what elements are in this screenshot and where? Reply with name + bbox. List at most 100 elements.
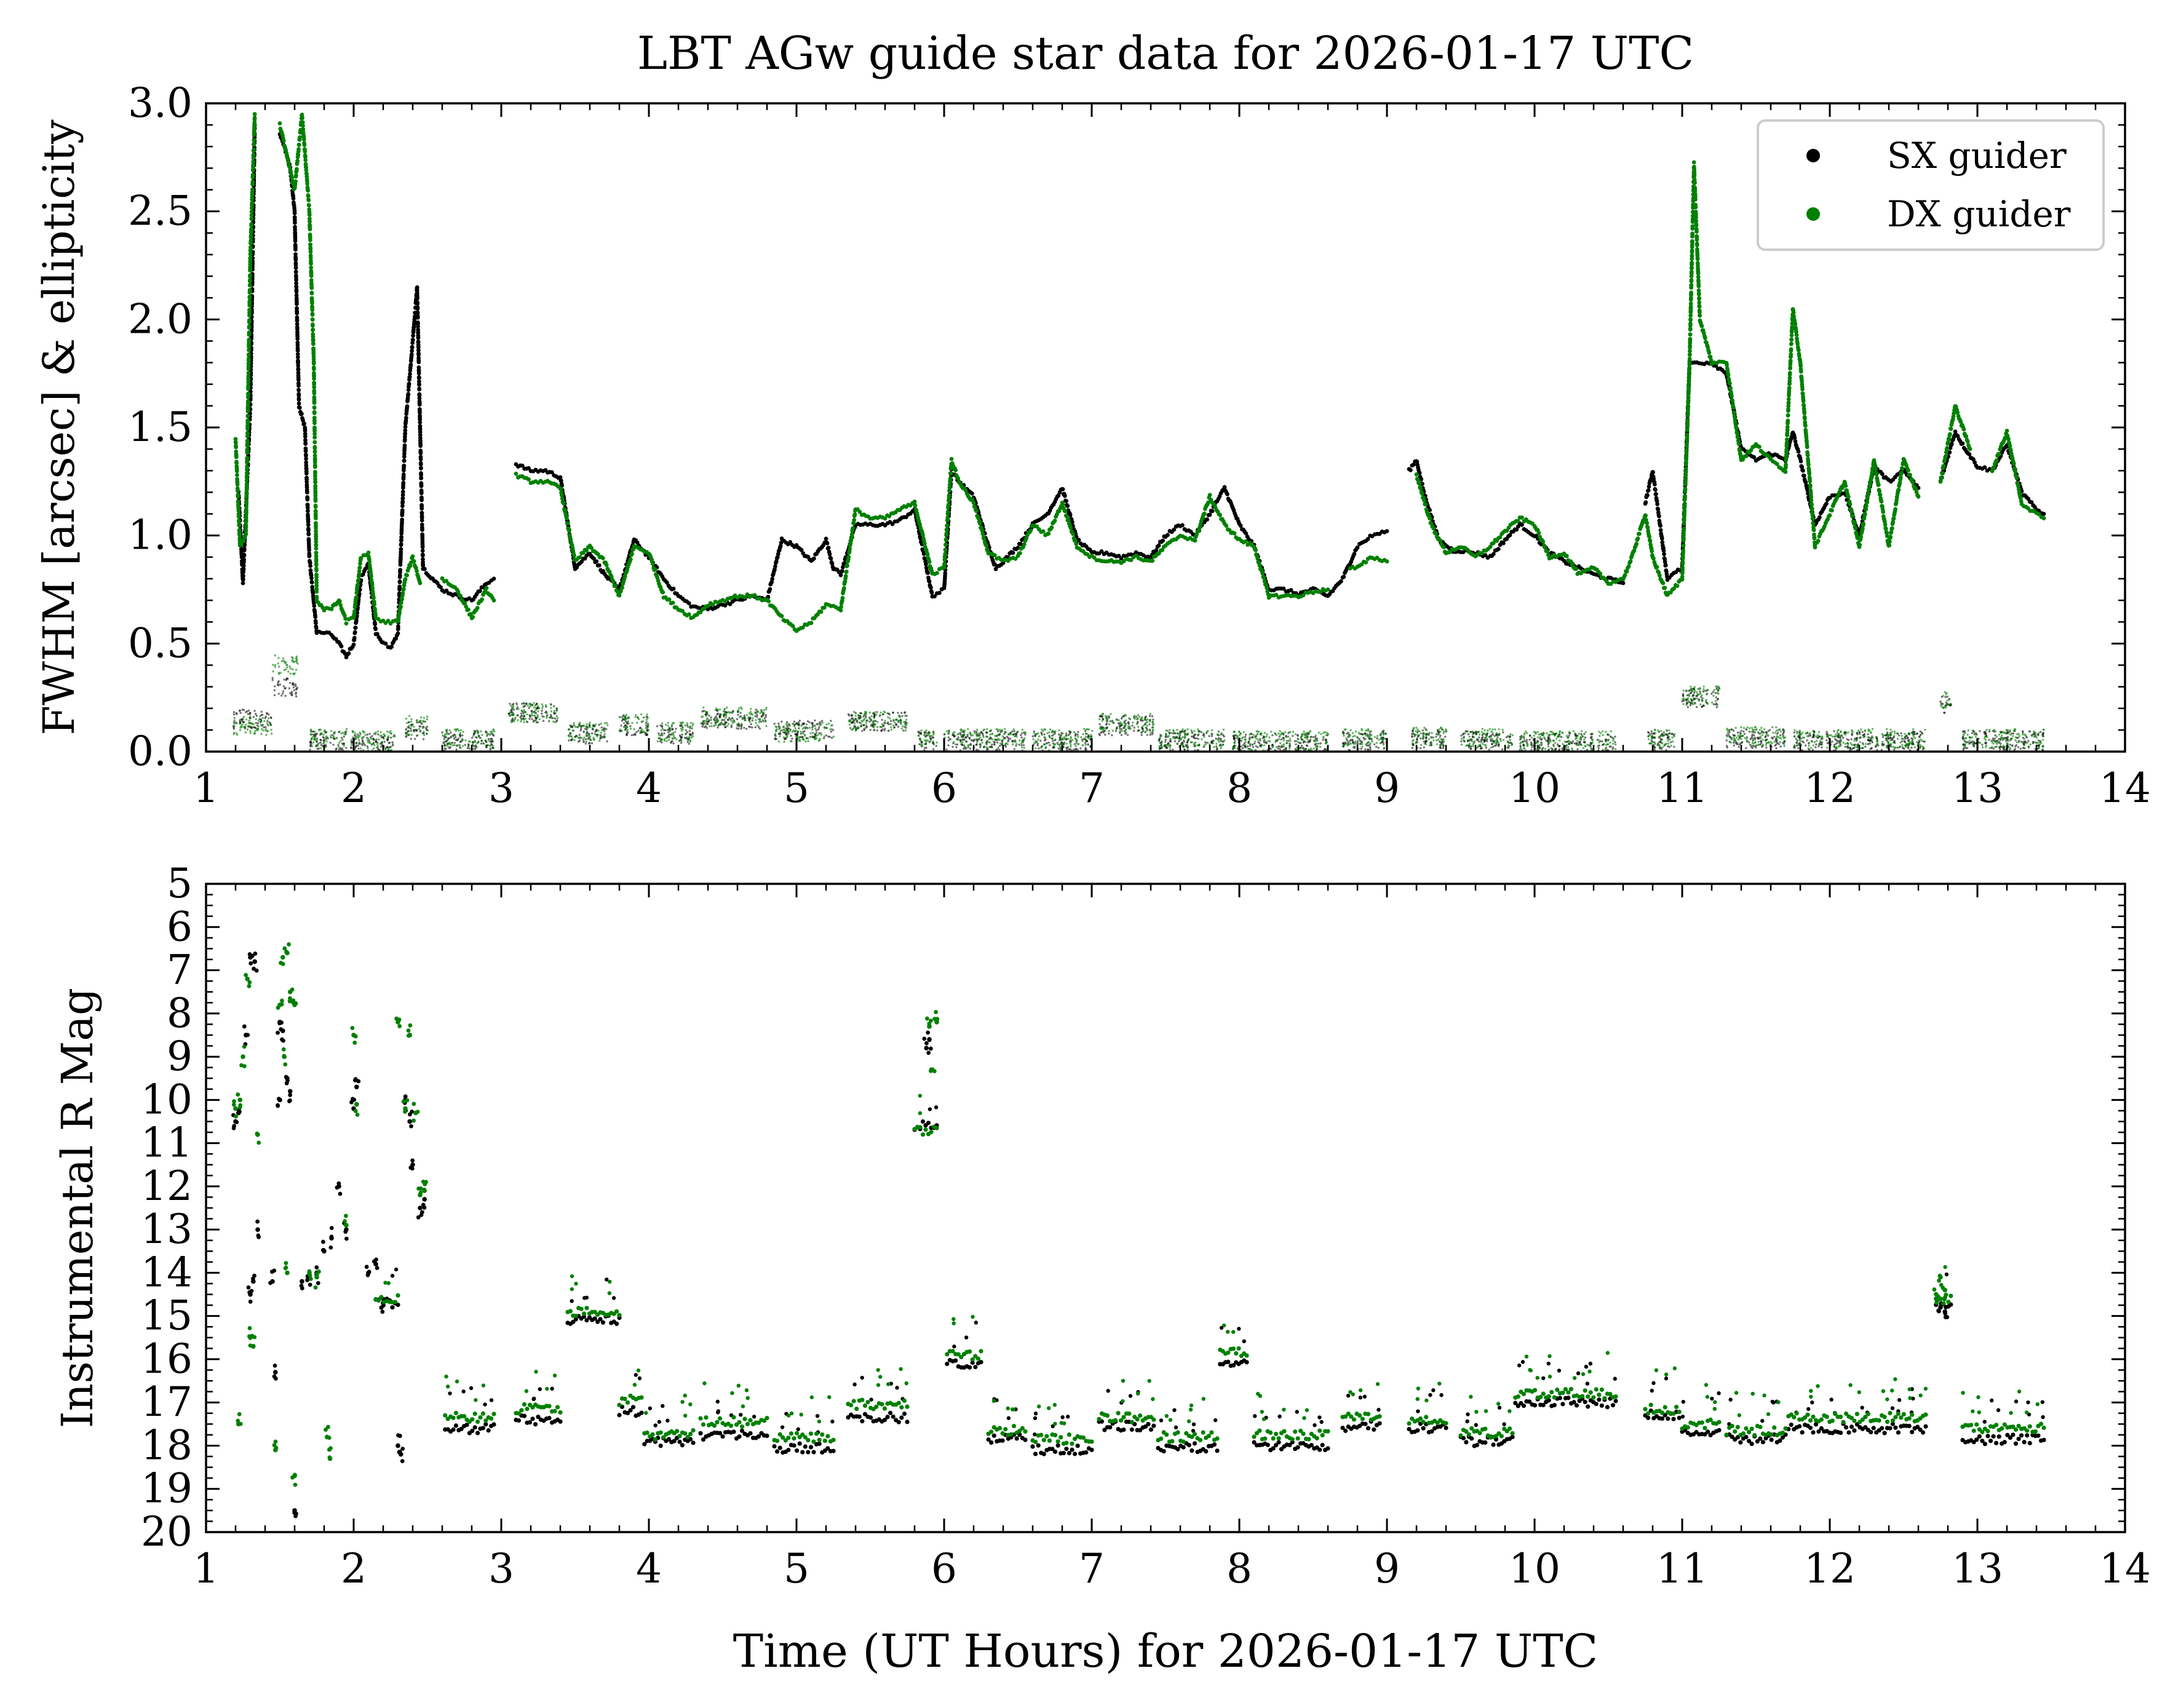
ellipticity-dx-point <box>1891 731 1894 733</box>
ellipticity-sx-point <box>1899 745 1902 748</box>
ellipticity-dx-point <box>257 720 260 722</box>
ellipticity-dx-point <box>270 728 272 731</box>
ellipticity-sx-point <box>670 734 672 736</box>
ellipticity-dx-point <box>1530 746 1533 749</box>
ellipticity-sx-point <box>1342 745 1345 748</box>
ellipticity-sx-point <box>1797 747 1800 750</box>
ellipticity-sx-point <box>1280 738 1282 741</box>
ellipticity-sx-point <box>252 715 255 718</box>
ellipticity-sx-point <box>288 692 292 694</box>
ellipticity-dx-point <box>1651 737 1653 740</box>
ellipticity-sx-point <box>1775 741 1778 744</box>
ellipticity-dx-point <box>1265 735 1268 738</box>
ellipticity-dx-point <box>1184 734 1186 737</box>
ellipticity-sx-point <box>1012 733 1015 736</box>
ellipticity-dx-point <box>1121 729 1123 732</box>
ellipticity-dx-point <box>450 744 452 746</box>
ellipticity-sx-point <box>309 749 311 751</box>
ellipticity-dx-point <box>285 668 287 670</box>
ellipticity-dx-point <box>779 731 782 733</box>
ellipticity-dx-point <box>726 725 729 728</box>
ellipticity-dx-point <box>1693 690 1696 693</box>
ellipticity-sx-point <box>1127 721 1130 723</box>
ellipticity-dx-point <box>1668 729 1670 732</box>
ellipticity-sx-point <box>888 713 891 716</box>
ellipticity-sx-point <box>1536 739 1539 742</box>
ellipticity-dx-point <box>1423 736 1425 738</box>
ellipticity-sx-point <box>959 732 962 734</box>
ellipticity-dx-point <box>798 739 800 742</box>
ellipticity-dx-point <box>534 712 536 715</box>
ellipticity-dx-point <box>815 735 817 737</box>
ellipticity-sx-point <box>963 738 966 741</box>
ellipticity-dx-point <box>1222 728 1225 731</box>
ellipticity-sx-point <box>255 714 258 717</box>
ellipticity-sx-point <box>1856 737 1858 739</box>
ellipticity-sx-point <box>515 708 518 710</box>
ellipticity-dx-point <box>592 738 595 741</box>
ellipticity-dx-point <box>1918 744 1921 746</box>
ellipticity-sx-point <box>1060 731 1063 734</box>
ellipticity-dx-point <box>1810 747 1812 749</box>
ellipticity-dx-point <box>1746 728 1748 731</box>
ellipticity-sx-point <box>973 730 975 733</box>
ellipticity-dx-point <box>1696 693 1699 696</box>
ellipticity-sx-point <box>475 736 478 739</box>
ellipticity-sx-point <box>897 725 900 728</box>
ellipticity-dx-point <box>917 734 920 737</box>
ellipticity-dx-point <box>325 736 327 739</box>
ellipticity-sx-point <box>1507 747 1510 749</box>
ellipticity-dx-point <box>997 746 999 749</box>
ellipticity-sx-point <box>1838 733 1840 736</box>
ellipticity-dx-point <box>975 738 979 741</box>
ellipticity-dx-point <box>1498 733 1501 736</box>
ellipticity-dx-point <box>1034 747 1037 750</box>
ellipticity-sx-point <box>886 712 889 715</box>
ellipticity-dx-point <box>1178 734 1182 736</box>
ellipticity-sx-point <box>1583 741 1585 744</box>
ellipticity-dx-point <box>1696 697 1699 700</box>
ellipticity-sx-point <box>1103 729 1106 732</box>
ellipticity-sx-point <box>1802 741 1805 744</box>
ellipticity-sx-point <box>1658 736 1661 739</box>
ellipticity-dx-point <box>1863 735 1865 737</box>
ellipticity-dx-point <box>1373 736 1376 738</box>
ellipticity-sx-point <box>688 742 691 745</box>
ellipticity-dx-point <box>233 723 236 725</box>
ellipticity-sx-point <box>1359 739 1362 742</box>
ellipticity-sx-point <box>1001 742 1004 745</box>
ellipticity-dx-point <box>554 721 557 723</box>
ellipticity-dx-point <box>447 742 450 745</box>
ellipticity-sx-point <box>782 731 785 734</box>
ellipticity-dx-point <box>1701 697 1704 700</box>
ellipticity-dx-point <box>1289 744 1292 747</box>
ellipticity-dx-point <box>295 669 298 671</box>
ellipticity-dx-point <box>1542 731 1545 734</box>
ellipticity-sx-point <box>1833 730 1835 733</box>
ellipticity-dx-point <box>1297 741 1300 744</box>
ellipticity-sx-point <box>232 726 235 729</box>
ellipticity-sx-point <box>1732 729 1735 732</box>
ellipticity-dx-point <box>327 737 330 740</box>
ellipticity-dx-point <box>1132 721 1134 724</box>
ellipticity-sx-point <box>1806 739 1808 742</box>
ellipticity-dx-point <box>823 735 826 738</box>
ellipticity-dx-point <box>1152 726 1154 729</box>
ellipticity-sx-point <box>1896 746 1899 749</box>
ellipticity-dx-point <box>1206 731 1208 733</box>
ellipticity-dx-point <box>982 736 985 739</box>
ellipticity-sx-point <box>1052 742 1055 745</box>
ellipticity-sx-point <box>1478 740 1480 743</box>
ellipticity-sx-point <box>555 709 558 712</box>
ellipticity-dx-point <box>804 740 807 743</box>
ellipticity-dx-point <box>1740 737 1742 741</box>
ellipticity-sx-point <box>1244 736 1247 738</box>
ellipticity-dx-point <box>1006 743 1009 745</box>
ellipticity-dx-point <box>702 706 705 709</box>
ellipticity-dx-point <box>1233 747 1236 750</box>
ellipticity-dx-point <box>1536 731 1539 733</box>
ellipticity-dx-point <box>1169 746 1172 749</box>
ellipticity-dx-point <box>1369 737 1372 739</box>
ellipticity-dx-point <box>658 734 661 737</box>
ellipticity-sx-point <box>282 685 285 688</box>
